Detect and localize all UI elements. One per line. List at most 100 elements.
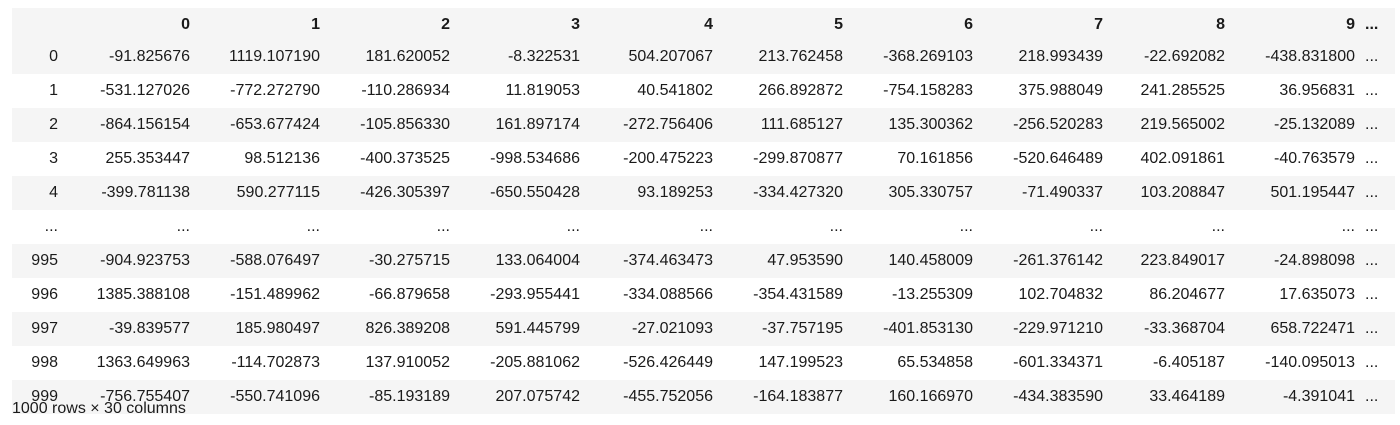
- table-cell: -293.955441: [460, 278, 590, 312]
- table-cell: -401.853130: [853, 312, 983, 346]
- row-index: 4: [12, 176, 70, 210]
- row-index: 997: [12, 312, 70, 346]
- table-cell: 375.988049: [983, 74, 1113, 108]
- ellipsis-cell: ...: [1365, 312, 1395, 346]
- ellipsis-row: ....................................: [12, 210, 1395, 244]
- table-cell: -164.183877: [723, 380, 853, 414]
- table-cell: -205.881062: [460, 346, 590, 380]
- row-index: 2: [12, 108, 70, 142]
- table-cell: ...: [983, 210, 1113, 244]
- table-cell: -85.193189: [330, 380, 460, 414]
- table-cell: -588.076497: [200, 244, 330, 278]
- table-cell: ...: [1235, 210, 1365, 244]
- table-cell: -200.475223: [590, 142, 723, 176]
- ellipsis-cell: ...: [1365, 210, 1395, 244]
- table-cell: -601.334371: [983, 346, 1113, 380]
- table-cell: -334.088566: [590, 278, 723, 312]
- column-header-6: 6: [853, 8, 983, 40]
- table-cell: 137.910052: [330, 346, 460, 380]
- table-row: 1 -531.127026 -772.272790 -110.286934 11.819…: [12, 74, 1395, 108]
- table-cell: -261.376142: [983, 244, 1113, 278]
- ellipsis-cell: ...: [1365, 278, 1395, 312]
- shape-summary: 1000 rows × 30 columns: [12, 400, 186, 417]
- table-cell: 207.075742: [460, 380, 590, 414]
- table-cell: 219.565002: [1113, 108, 1235, 142]
- table-row: 996 1385.388108 -151.489962 -66.879658 -293.…: [12, 278, 1395, 312]
- table-cell: -374.463473: [590, 244, 723, 278]
- table-cell: -438.831800: [1235, 40, 1365, 74]
- table-cell: -8.322531: [460, 40, 590, 74]
- table-cell: -354.431589: [723, 278, 853, 312]
- table-row: 4 -399.781138 590.277115 -426.305397 -650.55…: [12, 176, 1395, 210]
- table-cell: 40.541802: [590, 74, 723, 108]
- table-cell: -140.095013: [1235, 346, 1365, 380]
- table-cell: -91.825676: [70, 40, 200, 74]
- table-cell: 147.199523: [723, 346, 853, 380]
- table-cell: 402.091861: [1113, 142, 1235, 176]
- table-row: 998 1363.649963 -114.702873 137.910052 -205.…: [12, 346, 1395, 380]
- ellipsis-cell: ...: [1365, 108, 1395, 142]
- table-cell: -110.286934: [330, 74, 460, 108]
- row-index: 998: [12, 346, 70, 380]
- table-cell: 185.980497: [200, 312, 330, 346]
- table-cell: 11.819053: [460, 74, 590, 108]
- table-cell: -22.692082: [1113, 40, 1235, 74]
- table-cell: 504.207067: [590, 40, 723, 74]
- table-body: 0 -91.825676 1119.107190 181.620052 -8.32253…: [12, 40, 1395, 414]
- table-cell: 590.277115: [200, 176, 330, 210]
- table-cell: -71.490337: [983, 176, 1113, 210]
- table-cell: -4.391041: [1235, 380, 1365, 414]
- table-cell: 1119.107190: [200, 40, 330, 74]
- column-header-ellipsis: ...: [1365, 8, 1395, 40]
- table-cell: 266.892872: [723, 74, 853, 108]
- table-cell: -904.923753: [70, 244, 200, 278]
- table-cell: 93.189253: [590, 176, 723, 210]
- table-cell: -13.255309: [853, 278, 983, 312]
- table-cell: -256.520283: [983, 108, 1113, 142]
- table-cell: 17.635073: [1235, 278, 1365, 312]
- table-cell: 255.353447: [70, 142, 200, 176]
- table-row: 997 -39.839577 185.980497 826.389208 591.445…: [12, 312, 1395, 346]
- table-cell: -229.971210: [983, 312, 1113, 346]
- table-cell: 241.285525: [1113, 74, 1235, 108]
- table-cell: ...: [200, 210, 330, 244]
- table-row: 2 -864.156154 -653.677424 -105.856330 161.89…: [12, 108, 1395, 142]
- index-header: [12, 8, 70, 40]
- table-cell: -37.757195: [723, 312, 853, 346]
- ellipsis-cell: ...: [1365, 74, 1395, 108]
- table-row: 3 255.353447 98.512136 -400.373525 -998.5346…: [12, 142, 1395, 176]
- table-cell: 133.064004: [460, 244, 590, 278]
- table-cell: ...: [590, 210, 723, 244]
- table-cell: -24.898098: [1235, 244, 1365, 278]
- table-cell: 658.722471: [1235, 312, 1365, 346]
- table-cell: -30.275715: [330, 244, 460, 278]
- table-cell: -864.156154: [70, 108, 200, 142]
- table-cell: -27.021093: [590, 312, 723, 346]
- table-cell: -650.550428: [460, 176, 590, 210]
- table-cell: 47.953590: [723, 244, 853, 278]
- table-cell: ...: [1113, 210, 1235, 244]
- table-cell: ...: [70, 210, 200, 244]
- ellipsis-cell: ...: [1365, 40, 1395, 74]
- table-cell: ...: [330, 210, 460, 244]
- row-index: 3: [12, 142, 70, 176]
- table-cell: -520.646489: [983, 142, 1113, 176]
- ellipsis-cell: ...: [1365, 380, 1395, 414]
- table-cell: -39.839577: [70, 312, 200, 346]
- table-cell: -399.781138: [70, 176, 200, 210]
- table-cell: 36.956831: [1235, 74, 1365, 108]
- table-cell: 1363.649963: [70, 346, 200, 380]
- table-cell: 33.464189: [1113, 380, 1235, 414]
- table-cell: 102.704832: [983, 278, 1113, 312]
- column-header-8: 8: [1113, 8, 1235, 40]
- table-cell: 826.389208: [330, 312, 460, 346]
- table-cell: -772.272790: [200, 74, 330, 108]
- column-header-1: 1: [200, 8, 330, 40]
- table-cell: 1385.388108: [70, 278, 200, 312]
- table-cell: 86.204677: [1113, 278, 1235, 312]
- table-cell: 70.161856: [853, 142, 983, 176]
- header-row: 0 1 2 3 4 5 6 7 8 9...: [12, 8, 1395, 40]
- table-cell: -426.305397: [330, 176, 460, 210]
- table-cell: -151.489962: [200, 278, 330, 312]
- ellipsis-cell: ...: [1365, 346, 1395, 380]
